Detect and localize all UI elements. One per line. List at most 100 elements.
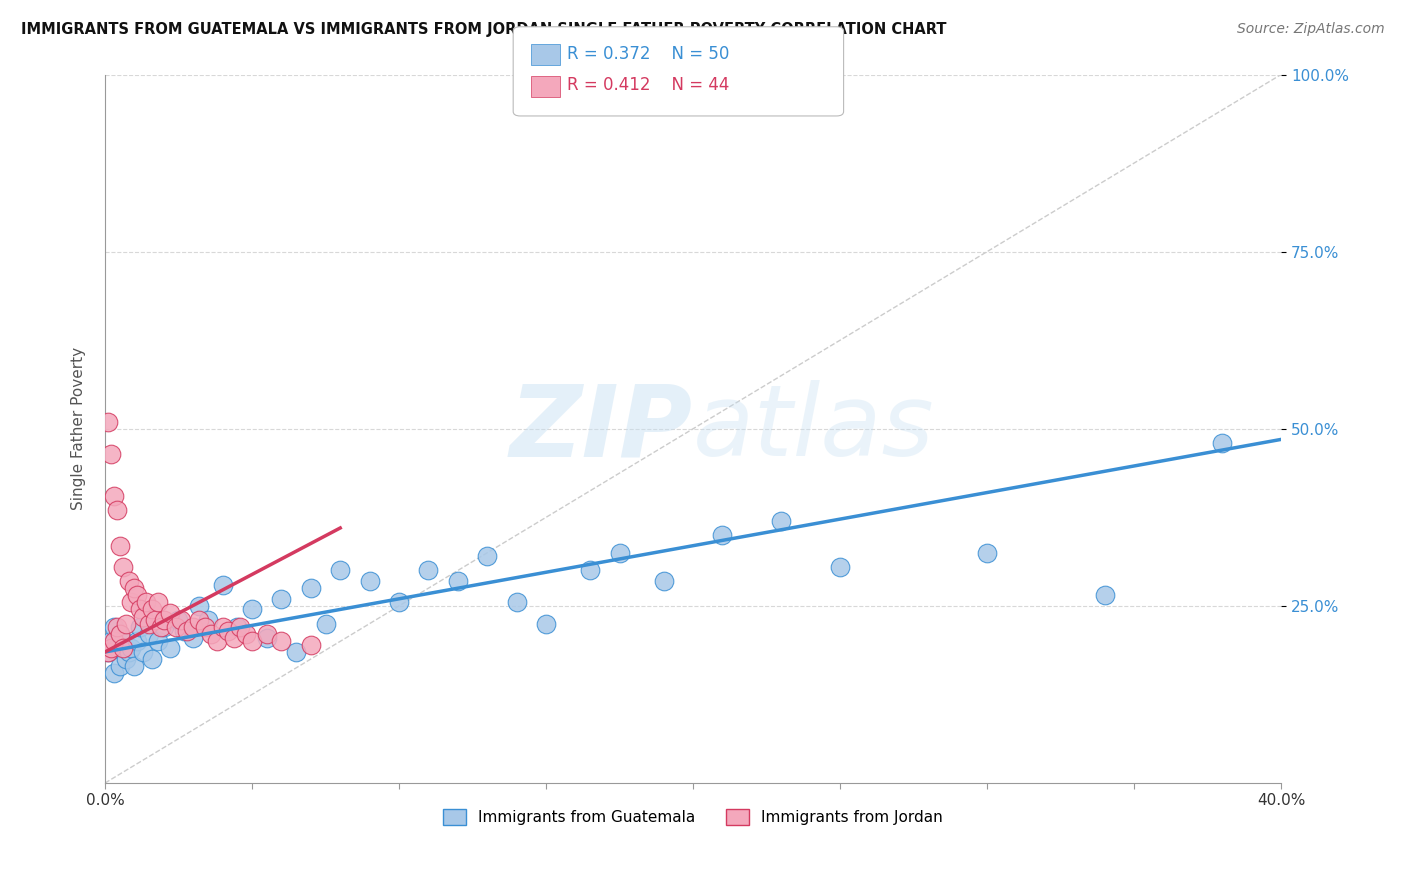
Immigrants from Jordan — [299, 638, 322, 652]
Immigrants from Guatemala — [329, 564, 352, 578]
Immigrants from Guatemala — [477, 549, 499, 564]
Immigrants from Jordan — [176, 624, 198, 638]
Immigrants from Jordan — [117, 574, 139, 588]
Immigrants from Guatemala — [127, 634, 149, 648]
Immigrants from Guatemala — [108, 659, 131, 673]
Text: IMMIGRANTS FROM GUATEMALA VS IMMIGRANTS FROM JORDAN SINGLE FATHER POVERTY CORREL: IMMIGRANTS FROM GUATEMALA VS IMMIGRANTS … — [21, 22, 946, 37]
Immigrants from Jordan — [270, 634, 292, 648]
Immigrants from Guatemala — [114, 652, 136, 666]
Legend: Immigrants from Guatemala, Immigrants from Jordan: Immigrants from Guatemala, Immigrants fr… — [443, 809, 943, 825]
Immigrants from Guatemala — [1211, 436, 1233, 450]
Immigrants from Guatemala — [828, 560, 851, 574]
Immigrants from Jordan — [97, 645, 120, 659]
Immigrants from Jordan — [194, 620, 217, 634]
Immigrants from Guatemala — [159, 641, 181, 656]
Immigrants from Guatemala — [197, 613, 219, 627]
Immigrants from Guatemala — [181, 631, 204, 645]
Immigrants from Jordan — [138, 616, 160, 631]
Immigrants from Guatemala — [211, 577, 233, 591]
Immigrants from Guatemala — [711, 528, 734, 542]
Text: ZIP: ZIP — [510, 380, 693, 477]
Immigrants from Jordan — [127, 588, 149, 602]
Immigrants from Guatemala — [315, 616, 337, 631]
Immigrants from Guatemala — [132, 645, 155, 659]
Immigrants from Jordan — [240, 634, 263, 648]
Immigrants from Jordan — [149, 620, 172, 634]
Immigrants from Jordan — [97, 415, 120, 429]
Immigrants from Guatemala — [359, 574, 381, 588]
Immigrants from Jordan — [105, 620, 128, 634]
Immigrants from Jordan — [181, 620, 204, 634]
Immigrants from Guatemala — [108, 627, 131, 641]
Immigrants from Guatemala — [418, 564, 440, 578]
Immigrants from Jordan — [108, 627, 131, 641]
Immigrants from Jordan — [224, 631, 246, 645]
Immigrants from Guatemala — [105, 641, 128, 656]
Immigrants from Guatemala — [447, 574, 470, 588]
Immigrants from Jordan — [200, 627, 222, 641]
Immigrants from Guatemala — [120, 641, 142, 656]
Text: R = 0.412    N = 44: R = 0.412 N = 44 — [567, 76, 728, 94]
Immigrants from Jordan — [103, 634, 125, 648]
Immigrants from Guatemala — [240, 602, 263, 616]
Immigrants from Jordan — [100, 641, 122, 656]
Immigrants from Jordan — [135, 595, 157, 609]
Immigrants from Guatemala — [976, 546, 998, 560]
Immigrants from Jordan — [211, 620, 233, 634]
Immigrants from Guatemala — [129, 620, 152, 634]
Immigrants from Jordan — [114, 616, 136, 631]
Immigrants from Guatemala — [146, 634, 169, 648]
Immigrants from Jordan — [143, 613, 166, 627]
Immigrants from Jordan — [235, 627, 257, 641]
Immigrants from Jordan — [100, 446, 122, 460]
Immigrants from Guatemala — [152, 620, 174, 634]
Immigrants from Jordan — [256, 627, 278, 641]
Immigrants from Jordan — [111, 560, 134, 574]
Immigrants from Jordan — [152, 613, 174, 627]
Immigrants from Jordan — [105, 503, 128, 517]
Immigrants from Jordan — [205, 634, 228, 648]
Immigrants from Guatemala — [652, 574, 675, 588]
Immigrants from Guatemala — [770, 514, 793, 528]
Immigrants from Jordan — [165, 620, 187, 634]
Immigrants from Guatemala — [534, 616, 557, 631]
Immigrants from Jordan — [141, 602, 163, 616]
Immigrants from Jordan — [120, 595, 142, 609]
Immigrants from Jordan — [129, 602, 152, 616]
Immigrants from Guatemala — [100, 634, 122, 648]
Immigrants from Jordan — [124, 581, 146, 595]
Immigrants from Jordan — [103, 489, 125, 503]
Immigrants from Guatemala — [97, 645, 120, 659]
Immigrants from Guatemala — [226, 620, 249, 634]
Immigrants from Guatemala — [505, 595, 527, 609]
Immigrants from Guatemala — [270, 591, 292, 606]
Immigrants from Guatemala — [124, 659, 146, 673]
Immigrants from Guatemala — [103, 620, 125, 634]
Immigrants from Jordan — [170, 613, 193, 627]
Immigrants from Jordan — [108, 539, 131, 553]
Immigrants from Jordan — [218, 624, 240, 638]
Text: R = 0.372    N = 50: R = 0.372 N = 50 — [567, 45, 728, 62]
Immigrants from Guatemala — [188, 599, 211, 613]
Immigrants from Guatemala — [138, 627, 160, 641]
Immigrants from Jordan — [111, 641, 134, 656]
Immigrants from Jordan — [159, 606, 181, 620]
Y-axis label: Single Father Poverty: Single Father Poverty — [72, 347, 86, 510]
Immigrants from Guatemala — [103, 666, 125, 681]
Immigrants from Guatemala — [388, 595, 411, 609]
Text: atlas: atlas — [693, 380, 935, 477]
Immigrants from Guatemala — [299, 581, 322, 595]
Immigrants from Guatemala — [579, 564, 602, 578]
Immigrants from Jordan — [146, 595, 169, 609]
Immigrants from Guatemala — [609, 546, 631, 560]
Immigrants from Guatemala — [173, 624, 195, 638]
Immigrants from Guatemala — [111, 634, 134, 648]
Immigrants from Guatemala — [117, 645, 139, 659]
Immigrants from Guatemala — [1094, 588, 1116, 602]
Text: Source: ZipAtlas.com: Source: ZipAtlas.com — [1237, 22, 1385, 37]
Immigrants from Jordan — [132, 609, 155, 624]
Immigrants from Guatemala — [167, 613, 190, 627]
Immigrants from Jordan — [229, 620, 252, 634]
Immigrants from Guatemala — [141, 652, 163, 666]
Immigrants from Guatemala — [285, 645, 308, 659]
